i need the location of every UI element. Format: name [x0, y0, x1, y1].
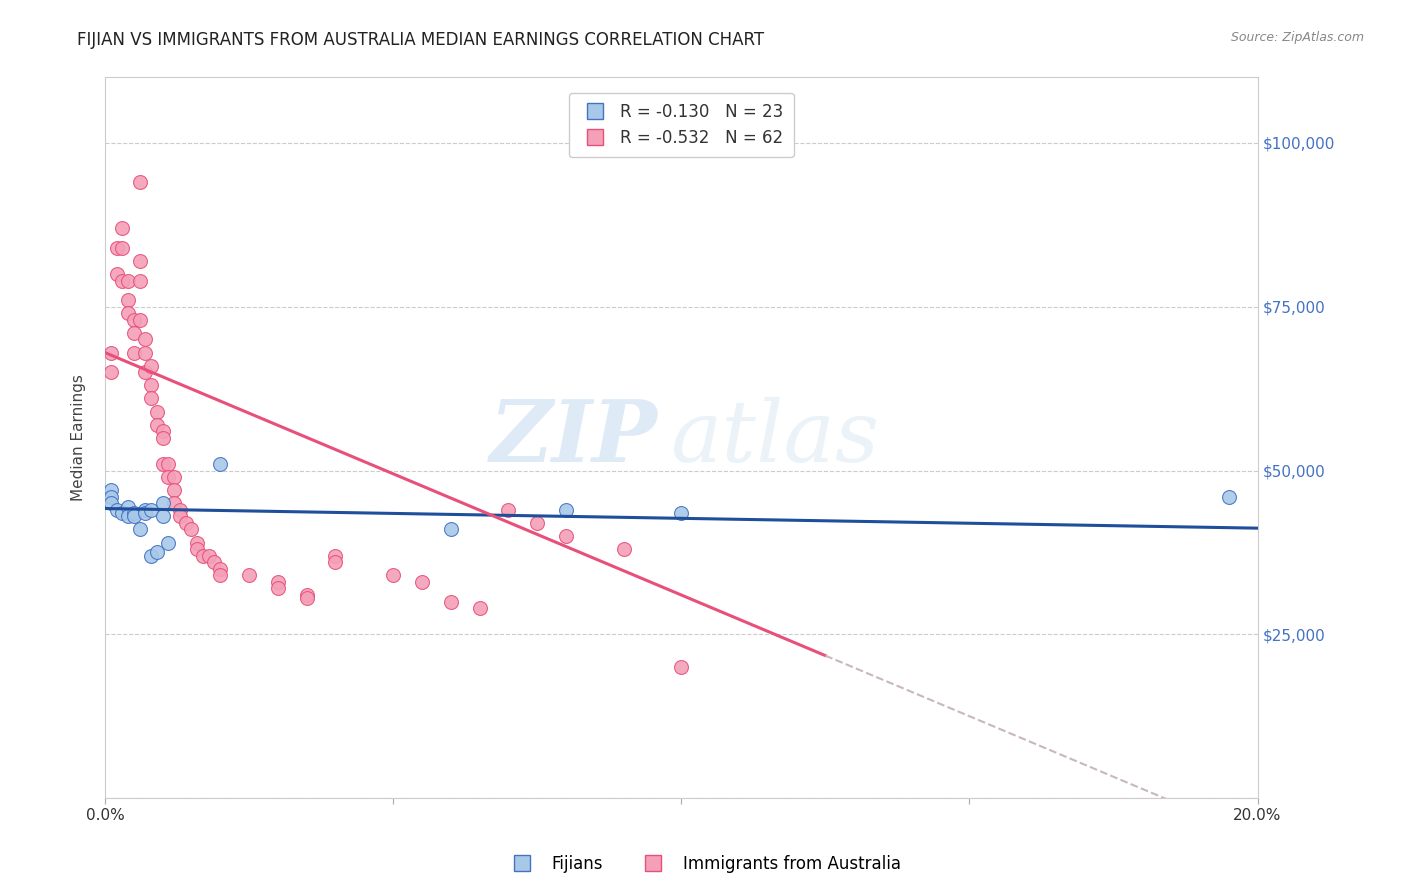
Point [204, 555, 226, 569]
Point [117, 509, 139, 524]
Point [100, 496, 122, 510]
Point [100, 345, 122, 359]
Point [325, 555, 347, 569]
Point [440, 523, 463, 537]
Point [139, 549, 162, 563]
Point [134, 506, 156, 520]
Point [163, 470, 186, 484]
Point [139, 378, 162, 392]
Point [139, 392, 162, 406]
Point [152, 431, 174, 445]
Point [1218, 490, 1240, 504]
Text: Source: ZipAtlas.com: Source: ZipAtlas.com [1230, 31, 1364, 45]
Point [197, 549, 219, 563]
Point [117, 500, 139, 514]
Point [191, 549, 214, 563]
Point [468, 601, 491, 615]
Point [209, 562, 232, 576]
Point [128, 273, 150, 287]
Point [128, 175, 150, 189]
Point [111, 506, 134, 520]
Point [157, 470, 180, 484]
Point [180, 523, 202, 537]
Point [134, 345, 156, 359]
Point [152, 509, 174, 524]
Point [267, 574, 290, 589]
Point [382, 568, 405, 582]
Point [100, 365, 122, 379]
Point [152, 496, 174, 510]
Point [157, 535, 180, 549]
Point [267, 582, 290, 596]
Point [122, 326, 145, 340]
Point [169, 509, 191, 524]
Point [671, 660, 693, 674]
Point [555, 503, 578, 517]
Point [128, 523, 150, 537]
Point [186, 535, 208, 549]
Point [111, 273, 134, 287]
Point [134, 333, 156, 347]
Point [139, 359, 162, 373]
Point [295, 588, 318, 602]
Point [209, 457, 232, 471]
Point [128, 253, 150, 268]
Point [139, 503, 162, 517]
Point [440, 594, 463, 608]
Point [146, 417, 169, 432]
Point [209, 568, 232, 582]
Point [105, 503, 128, 517]
Point [526, 516, 548, 530]
Point [100, 490, 122, 504]
Point [128, 313, 150, 327]
Point [325, 549, 347, 563]
Point [117, 273, 139, 287]
Point [100, 483, 122, 498]
Point [411, 574, 433, 589]
Point [134, 503, 156, 517]
Point [122, 345, 145, 359]
Point [671, 506, 693, 520]
Point [111, 241, 134, 255]
Text: ZIP: ZIP [491, 396, 658, 480]
Point [146, 545, 169, 559]
Point [186, 542, 208, 557]
Point [163, 496, 186, 510]
Point [117, 306, 139, 320]
Y-axis label: Median Earnings: Median Earnings [72, 375, 86, 501]
Point [498, 503, 520, 517]
Point [555, 529, 578, 543]
Legend: R = -0.130   N = 23, R = -0.532   N = 62: R = -0.130 N = 23, R = -0.532 N = 62 [569, 93, 794, 157]
Point [169, 503, 191, 517]
Point [163, 483, 186, 498]
Point [117, 293, 139, 308]
Point [152, 457, 174, 471]
Point [146, 404, 169, 418]
Point [174, 516, 197, 530]
Legend: Fijians, Immigrants from Australia: Fijians, Immigrants from Australia [498, 848, 908, 880]
Point [134, 365, 156, 379]
Point [105, 241, 128, 255]
Point [238, 568, 260, 582]
Point [152, 424, 174, 438]
Point [122, 509, 145, 524]
Point [105, 267, 128, 281]
Text: FIJIAN VS IMMIGRANTS FROM AUSTRALIA MEDIAN EARNINGS CORRELATION CHART: FIJIAN VS IMMIGRANTS FROM AUSTRALIA MEDI… [77, 31, 765, 49]
Point [122, 313, 145, 327]
Text: atlas: atlas [669, 396, 879, 479]
Point [111, 221, 134, 235]
Point [613, 542, 636, 557]
Point [122, 506, 145, 520]
Point [157, 457, 180, 471]
Point [295, 591, 318, 606]
